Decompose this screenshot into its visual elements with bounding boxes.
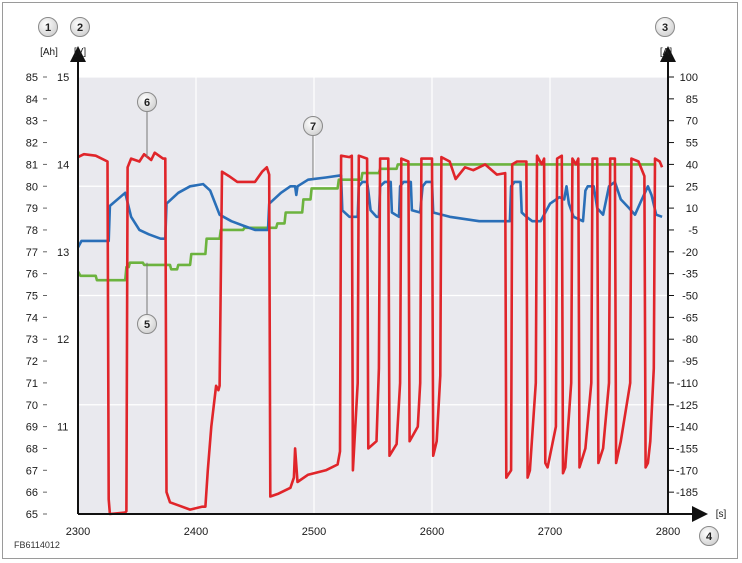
x-tick-label: 2300 (66, 526, 90, 538)
a-tick-label: -125 (676, 400, 698, 412)
ah-tick-label: 81 (26, 159, 38, 171)
axis-number-ah: 1 (38, 17, 58, 37)
ah-tick-label: 74 (26, 312, 38, 324)
series-callout-green-circle (137, 314, 157, 334)
a-tick-label: -110 (677, 378, 698, 390)
series-callout-green: 5 (137, 314, 157, 334)
a-unit-label: [A] (660, 47, 672, 58)
a-tick-label: 100 (680, 72, 698, 84)
axis-number-v-circle (70, 17, 90, 37)
series-callout-green-number: 5 (144, 319, 150, 331)
axis-number-a-circle (655, 17, 675, 37)
series-callout-blue-number: 7 (310, 121, 316, 133)
a-tick-label: -5 (688, 225, 698, 237)
a-tick-label: 25 (686, 181, 698, 193)
ah-tick-label: 84 (26, 94, 38, 106)
x-tick-label: 2700 (538, 526, 562, 538)
series-line-red (77, 151, 664, 516)
x-unit-label: [s] (716, 509, 727, 520)
axis-number-x-number: 4 (706, 531, 713, 543)
x-tick-label: 2500 (302, 526, 326, 538)
x-tick-label: 2800 (656, 526, 680, 538)
v-tick-label: 12 (57, 334, 69, 346)
ah-tick-label: 78 (26, 225, 38, 237)
axis-number-ah-number: 1 (45, 22, 51, 34)
figure-id: FB6114012 (14, 540, 60, 550)
axis-number-a: 3 (655, 17, 675, 37)
series-layer (76, 151, 664, 516)
ah-tick-label: 68 (26, 443, 38, 455)
ah-tick-label: 75 (26, 291, 38, 303)
ah-tick-label: 73 (26, 334, 38, 346)
a-tick-label: 10 (686, 203, 698, 215)
ah-tick-label: 66 (26, 487, 38, 499)
a-tick-label: 55 (686, 138, 698, 150)
series-callout-blue: 7 (303, 116, 323, 136)
axis-number-ah-circle (38, 17, 58, 37)
series-callout-red: 6 (137, 92, 157, 112)
axis-number-x: 4 (699, 526, 719, 546)
a-tick-label: 85 (686, 94, 698, 106)
a-tick-label: 70 (686, 116, 698, 128)
a-tick-label: -35 (682, 269, 698, 281)
ah-tick-label: 71 (26, 378, 38, 390)
ah-tick-label: 69 (26, 422, 38, 434)
series-callout-red-circle (137, 92, 157, 112)
a-tick-label: -170 (676, 465, 698, 477)
a-tick-label: -155 (676, 443, 698, 455)
ah-tick-label: 80 (26, 181, 38, 193)
a-tick-label: -140 (676, 422, 698, 434)
a-tick-label: -185 (676, 487, 698, 499)
ah-tick-label: 77 (26, 247, 38, 259)
ah-unit-label: [Ah] (40, 47, 58, 58)
x-tick-label: 2600 (420, 526, 444, 538)
axis-number-a-number: 3 (662, 22, 668, 34)
axis-number-v-number: 2 (77, 22, 83, 34)
ah-tick-label: 85 (26, 72, 38, 84)
ah-tick-label: 82 (26, 138, 38, 150)
v-tick-label: 13 (57, 247, 69, 259)
a-tick-label: -80 (682, 334, 698, 346)
v-unit-label: [V] (74, 47, 86, 58)
a-tick-label: -95 (682, 356, 698, 368)
series-line-blue (76, 174, 663, 249)
a-tick-label: -65 (682, 312, 698, 324)
ah-tick-label: 67 (26, 465, 38, 477)
series-callout-red-number: 6 (144, 97, 150, 109)
ah-tick-label: 83 (26, 116, 38, 128)
ah-tick-label: 72 (26, 356, 38, 368)
ah-tick-label: 70 (26, 400, 38, 412)
ah-tick-label: 79 (26, 203, 38, 215)
axis-number-v: 2 (70, 17, 90, 37)
axis-number-x-circle (699, 526, 719, 546)
x-tick-label: 2400 (184, 526, 208, 538)
v-tick-label: 11 (57, 422, 68, 434)
tick-labels: 6566676869707172737475767778798081828384… (26, 72, 698, 538)
a-tick-label: 40 (686, 159, 698, 171)
a-tick-label: -20 (682, 247, 698, 259)
a-tick-label: -50 (682, 291, 698, 303)
ah-tick-label: 65 (26, 509, 38, 521)
ah-tick-label: 76 (26, 269, 38, 281)
v-tick-label: 15 (57, 72, 69, 84)
v-tick-label: 14 (57, 159, 69, 171)
series-callout-blue-circle (303, 116, 323, 136)
